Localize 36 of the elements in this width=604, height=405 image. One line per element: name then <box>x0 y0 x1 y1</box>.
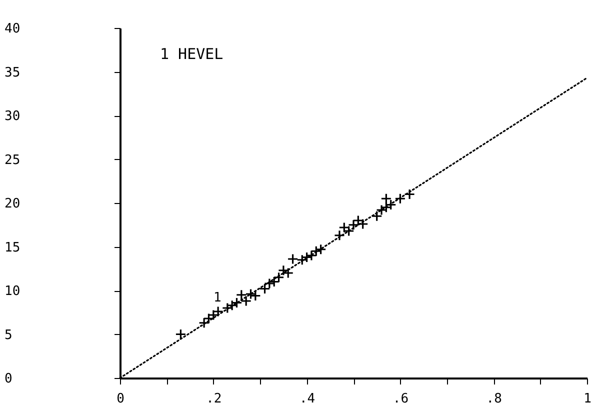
point <box>222 302 233 314</box>
point <box>348 219 360 230</box>
point <box>212 306 224 318</box>
point <box>301 252 312 263</box>
point <box>198 317 210 328</box>
point <box>404 188 416 200</box>
y-tick-label: 30 <box>4 109 20 124</box>
y-tick-label: 15 <box>4 240 20 256</box>
y-tick-label: 0 <box>4 372 12 386</box>
y-tick-label: 20 <box>4 196 20 212</box>
point <box>273 272 284 283</box>
y-tick-label: 10 <box>4 284 20 299</box>
y-tick-label: 40 <box>4 22 20 36</box>
point <box>268 276 280 288</box>
point <box>380 202 392 213</box>
point <box>231 297 242 308</box>
point <box>394 193 406 204</box>
x-tick-label: 0 <box>116 392 124 405</box>
x-tick-label: .4 <box>299 392 316 405</box>
y-tick-label: 35 <box>4 65 20 80</box>
point <box>287 253 298 265</box>
point <box>175 328 186 340</box>
x-tick-label: .8 <box>486 392 502 405</box>
point <box>203 312 214 324</box>
point <box>264 278 275 290</box>
point <box>315 244 326 255</box>
annotation: 1 <box>213 290 222 306</box>
point <box>259 283 270 294</box>
x-tick-label: 1 <box>584 392 592 405</box>
y-tick-label: 5 <box>4 328 12 343</box>
x-tick-label: .6 <box>392 392 409 405</box>
point <box>334 230 346 241</box>
text: 1 HEVEL <box>160 45 224 63</box>
point <box>371 210 382 222</box>
y-tick-label: 25 <box>4 152 20 168</box>
x-tick-label: .2 <box>206 392 222 405</box>
